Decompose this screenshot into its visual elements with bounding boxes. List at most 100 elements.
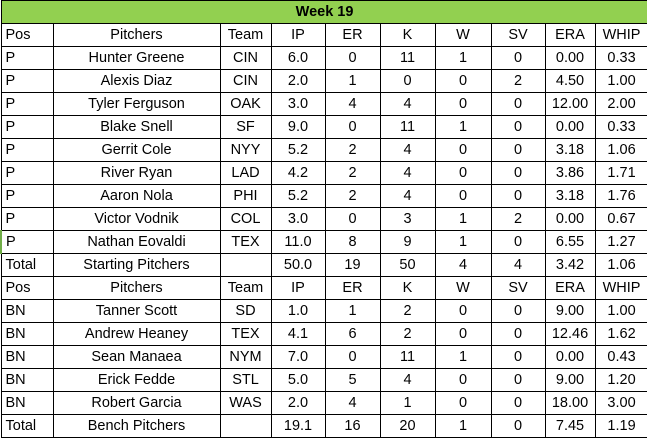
w-cell: 1 [434,414,492,438]
er-cell: ER [324,276,381,300]
whip-cell: 3.00 [594,391,647,415]
pitcher-cell: Alexis Diaz [52,69,221,93]
table-row: P Alexis Diaz CIN 2.0 1 0 0 2 4.50 1.00 [0,69,647,93]
k-cell: 4 [379,138,436,162]
pitcher-cell: Starting Pitchers [52,253,221,277]
ip-cell: 4.1 [270,322,326,346]
pos-cell: Total [0,253,54,277]
pos-cell: P [0,69,54,93]
era-cell: 3.42 [544,253,596,277]
ip-cell: 6.0 [270,46,326,70]
era-cell: ERA [544,23,596,47]
w-cell: 4 [434,253,492,277]
era-cell: 9.00 [544,299,596,323]
sv-cell: 0 [490,368,546,392]
pos-cell: BN [0,391,54,415]
whip-cell: WHIP [594,23,647,47]
er-cell: 1 [324,299,381,323]
ip-cell: 2.0 [270,69,326,93]
pitcher-cell: Andrew Heaney [52,322,221,346]
ip-cell: 4.2 [270,161,326,185]
w-cell: 1 [434,230,492,254]
era-cell: 3.18 [544,184,596,208]
ip-cell: IP [270,276,326,300]
sv-cell: 0 [490,115,546,139]
whip-cell: 0.33 [594,46,647,70]
sv-cell: 0 [490,299,546,323]
er-cell: 19 [324,253,381,277]
pos-cell: P [0,46,54,70]
total-row: Total Starting Pitchers 50.0 19 50 4 4 3.42 1.06 [0,253,647,277]
team-cell: STL [219,368,272,392]
whip-cell: 0.43 [594,345,647,369]
k-cell: 2 [379,299,436,323]
whip-cell: 1.19 [594,414,647,438]
whip-cell: 0.33 [594,115,647,139]
pitcher-cell: Gerrit Cole [52,138,221,162]
sv-cell: 0 [490,322,546,346]
team-cell: WAS [219,391,272,415]
team-cell: CIN [219,69,272,93]
whip-cell: 1.71 [594,161,647,185]
k-cell: 3 [379,207,436,231]
pos-cell: BN [0,322,54,346]
table-row: P Tyler Ferguson OAK 3.0 4 4 0 0 12.00 2.00 [0,92,647,116]
title-row: Week 19 [0,0,647,24]
w-cell: W [434,276,492,300]
era-cell: 3.86 [544,161,596,185]
table-row: BN Andrew Heaney TEX 4.1 6 2 0 0 12.46 1.62 [0,322,647,346]
pitcher-cell: Bench Pitchers [52,414,221,438]
k-cell: 50 [379,253,436,277]
sv-cell: 2 [490,207,546,231]
sv-cell: 0 [490,138,546,162]
er-cell: 2 [324,161,381,185]
pos-cell: Pos [0,23,54,47]
pos-cell: P [0,230,54,254]
w-cell: 0 [434,92,492,116]
w-cell: 0 [434,391,492,415]
k-cell: 4 [379,161,436,185]
er-cell: 0 [324,345,381,369]
ip-cell: 1.0 [270,299,326,323]
k-cell: 11 [379,345,436,369]
era-cell: ERA [544,276,596,300]
era-cell: 0.00 [544,115,596,139]
team-cell: COL [219,207,272,231]
ip-cell: 2.0 [270,391,326,415]
table-row: BN Sean Manaea NYM 7.0 0 11 1 0 0.00 0.43 [0,345,647,369]
ip-cell: 7.0 [270,345,326,369]
era-cell: 4.50 [544,69,596,93]
pitcher-cell: Aaron Nola [52,184,221,208]
w-cell: 0 [434,138,492,162]
team-cell: LAD [219,161,272,185]
ip-cell: 5.2 [270,184,326,208]
w-cell: 0 [434,69,492,93]
whip-cell: 1.00 [594,69,647,93]
pitcher-cell: Pitchers [52,23,221,47]
k-cell: 4 [379,368,436,392]
era-cell: 3.18 [544,138,596,162]
sv-cell: 0 [490,230,546,254]
er-cell: 4 [324,391,381,415]
pitcher-cell: Robert Garcia [52,391,221,415]
header-row: Pos Pitchers Team IP ER K W SV ERA WHIP [0,276,647,300]
w-cell: W [434,23,492,47]
w-cell: 0 [434,184,492,208]
era-cell: 12.00 [544,92,596,116]
team-cell: CIN [219,46,272,70]
k-cell: 4 [379,184,436,208]
pos-cell: P [0,138,54,162]
k-cell: 0 [379,69,436,93]
k-cell: K [379,276,436,300]
table-row: P River Ryan LAD 4.2 2 4 0 0 3.86 1.71 [0,161,647,185]
w-cell: 1 [434,46,492,70]
era-cell: 12.46 [544,322,596,346]
sv-cell: 2 [490,69,546,93]
sv-cell: 0 [490,46,546,70]
team-cell [219,414,272,438]
pitcher-cell: Nathan Eovaldi [52,230,221,254]
w-cell: 0 [434,161,492,185]
table-row: P Hunter Greene CIN 6.0 0 11 1 0 0.00 0.33 [0,46,647,70]
table-row: P Gerrit Cole NYY 5.2 2 4 0 0 3.18 1.06 [0,138,647,162]
team-cell [219,253,272,277]
